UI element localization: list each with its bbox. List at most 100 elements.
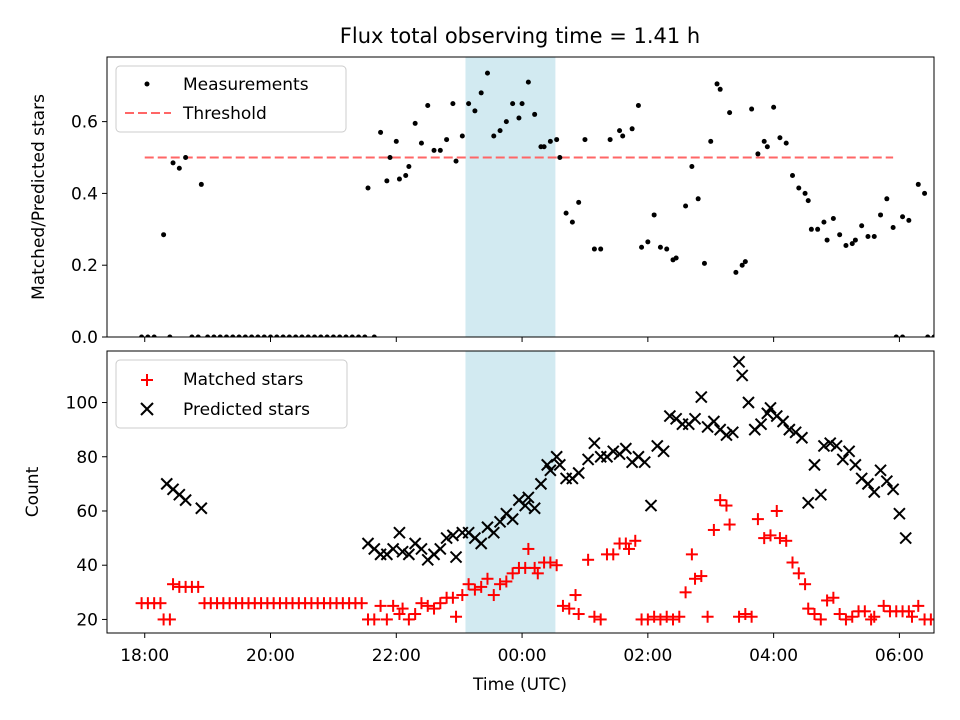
measurement-point [261, 334, 267, 337]
matched-point [531, 567, 544, 580]
measurement-point [466, 101, 472, 107]
measurement-point [356, 334, 362, 337]
matched-point [572, 608, 585, 621]
measurement-point [510, 101, 516, 107]
predicted-point [868, 485, 881, 499]
matched-point [456, 589, 469, 602]
x-tick-label: 04:00 [749, 646, 798, 666]
matched-point [607, 548, 620, 561]
measurement-point [242, 334, 248, 337]
y-tick-label: 60 [76, 502, 98, 522]
measurement-point [318, 334, 324, 337]
predicted-point [493, 515, 507, 529]
matched-point [780, 534, 793, 547]
measurement-point [444, 137, 450, 143]
predicted-point [522, 491, 535, 504]
matched-point [380, 613, 393, 626]
matched-point [494, 578, 507, 591]
matched-point [355, 597, 368, 610]
x-tick-label: 00:00 [498, 646, 547, 666]
measurement-point [645, 239, 651, 245]
measurement-point [617, 128, 623, 134]
predicted-point [440, 531, 453, 545]
measurement-point [739, 262, 745, 268]
measurement-point [484, 70, 490, 76]
matched-point [745, 610, 758, 623]
matched-point [877, 599, 890, 612]
legend-predicted-marker [140, 402, 154, 416]
legend-matched-label: Matched stars [183, 370, 303, 390]
measurement-point [255, 334, 261, 337]
measurement-point [176, 165, 182, 171]
measurement-point [727, 110, 733, 116]
measurement-point [371, 334, 377, 337]
measurement-point [890, 225, 896, 231]
matched-point [402, 613, 415, 626]
matched-point [770, 504, 783, 517]
measurement-point [651, 212, 657, 218]
measurement-point [396, 176, 402, 182]
predicted-point [795, 431, 809, 444]
measurement-point [431, 147, 437, 153]
shaded-span-bottom [465, 351, 556, 633]
matched-point [481, 572, 494, 585]
matched-point [654, 613, 667, 626]
top-panel: 0.0 0.2 0.4 0.6 Matched/Predicted stars Mea… [29, 56, 935, 348]
x-tick-label: 22:00 [372, 646, 421, 666]
matched-point [799, 578, 812, 591]
matched-point [569, 589, 582, 602]
predicted-point [449, 550, 463, 564]
measurement-point [312, 334, 318, 337]
measurement-point [849, 241, 855, 247]
measurement-point [664, 246, 670, 252]
matched-point [468, 583, 481, 596]
measurement-point [922, 190, 928, 196]
measurement-point [230, 334, 236, 337]
measurement-point [337, 334, 343, 337]
measurement-point [362, 334, 368, 337]
predicted-point [849, 458, 862, 472]
measurement-point [497, 128, 503, 134]
matched-point [714, 494, 727, 507]
matched-point [701, 610, 714, 623]
predicted-point [434, 542, 447, 556]
measurement-point [472, 108, 478, 114]
measurement-point [387, 155, 393, 161]
predicted-points [160, 355, 912, 566]
measurement-point [525, 79, 531, 85]
measurement-point [280, 334, 286, 337]
measurement-point [223, 334, 229, 337]
predicted-point [735, 369, 749, 382]
measurement-point [915, 181, 921, 187]
matched-point [685, 548, 698, 561]
measurement-point [450, 101, 456, 107]
measurement-point [893, 334, 899, 337]
measurement-point [532, 111, 538, 117]
measurement-point [403, 172, 409, 178]
matched-point [924, 613, 934, 626]
predicted-point [899, 531, 912, 545]
bottom-x-axis: 18:00 20:00 22:00 00:00 02:00 04:00 06:00 [120, 633, 924, 666]
predicted-point [707, 415, 721, 428]
matched-point [827, 591, 840, 604]
measurement-point [931, 334, 934, 337]
matched-point [641, 613, 654, 626]
measurement-point [217, 334, 223, 337]
matched-point [163, 613, 176, 626]
matched-point [912, 599, 925, 612]
predicted-point [544, 464, 557, 477]
predicted-point [550, 450, 563, 463]
measurement-point [365, 185, 371, 191]
matched-point [154, 597, 167, 610]
measurement-point [563, 210, 569, 216]
predicted-point [396, 545, 409, 558]
matched-point [733, 610, 746, 623]
matched-point [368, 613, 381, 626]
matched-point [563, 602, 576, 615]
matched-point [902, 605, 915, 618]
matched-point [868, 610, 881, 623]
measurement-point [689, 163, 695, 169]
matched-point [751, 513, 764, 526]
matched-point [773, 532, 786, 545]
matched-point [695, 570, 708, 583]
